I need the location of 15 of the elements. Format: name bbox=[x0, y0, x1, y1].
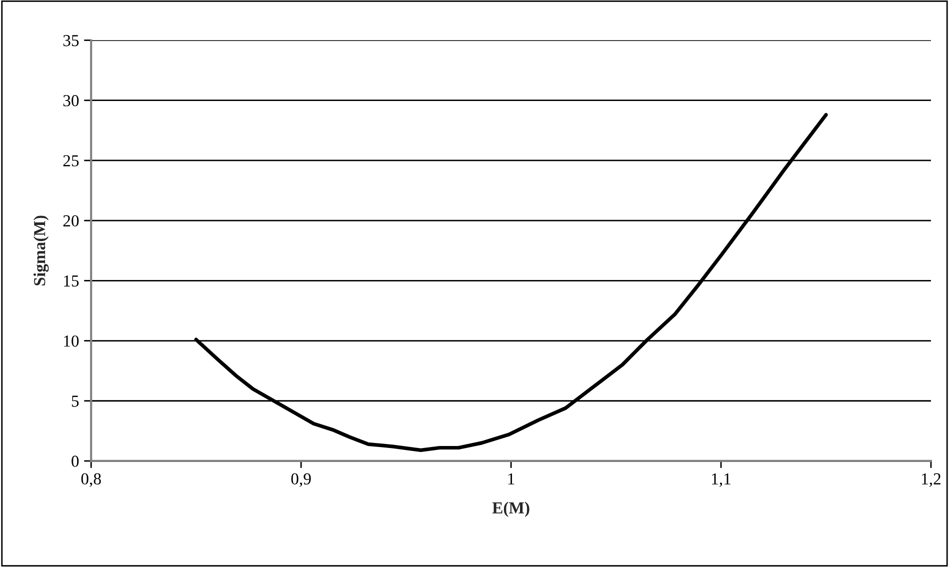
y-tick-label: 15 bbox=[64, 275, 79, 287]
x-tick-label: 0,9 bbox=[291, 473, 311, 487]
x-tick-label: 1 bbox=[508, 473, 514, 484]
y-tick-label: 30 bbox=[63, 95, 79, 106]
y-tick-label: 5 bbox=[72, 396, 79, 407]
x-tick-label: 1,2 bbox=[922, 473, 940, 487]
y-tick-label: 25 bbox=[63, 155, 79, 166]
y-tick-label: 0 bbox=[72, 456, 79, 467]
y-tick-label: 35 bbox=[63, 35, 79, 46]
x-axis-title: E(M) bbox=[492, 502, 530, 517]
x-tick-label: 0,8 bbox=[81, 473, 101, 487]
x-tick-label: 1,1 bbox=[712, 473, 730, 487]
y-tick-label: 10 bbox=[64, 335, 79, 347]
y-axis-title: Sigma(M) bbox=[34, 216, 49, 286]
y-tick-label: 20 bbox=[63, 215, 79, 227]
